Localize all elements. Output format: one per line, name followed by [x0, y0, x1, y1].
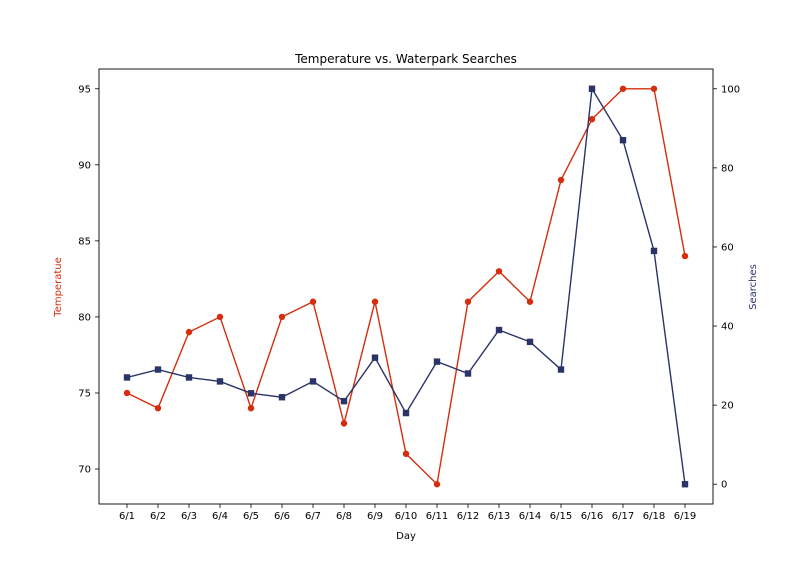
- y-axis-right-title: Searches: [748, 264, 759, 310]
- temperature-point: [247, 404, 255, 412]
- y-right-tick-label: 100: [721, 84, 740, 95]
- temperature-point: [371, 298, 379, 305]
- temperature-point: [185, 328, 193, 336]
- searches-point: [123, 374, 131, 381]
- searches-point: [247, 390, 255, 397]
- temperature-point: [154, 404, 162, 412]
- x-tick-label: 6/7: [305, 511, 321, 522]
- searches-point: [588, 85, 596, 92]
- temperature-point: [557, 176, 565, 184]
- x-tick-label: 6/17: [612, 511, 634, 522]
- x-tick-label: 6/13: [488, 511, 510, 522]
- plot-area: 6/1 6/2 6/3 6/4 6/5 6/6 6/7 6/8 6/9 6/10 6/11 6/12 6…: [78, 68, 740, 522]
- searches-point: [402, 409, 410, 417]
- y-left-tick-label: 85: [78, 236, 91, 247]
- x-tick-label: 6/15: [550, 511, 572, 522]
- temperature-point: [433, 481, 441, 488]
- temperature-point: [278, 313, 286, 321]
- searches-point: [216, 378, 224, 385]
- temperature-point: [309, 298, 317, 305]
- plot-frame: [98, 68, 714, 505]
- x-tick-label: 6/16: [581, 511, 603, 522]
- temperature-point: [464, 298, 472, 305]
- x-tick-label: 6/11: [426, 511, 448, 522]
- temperature-point: [526, 298, 534, 305]
- x-tick-label: 6/9: [367, 511, 383, 522]
- y-right-tick-label: 60: [721, 242, 734, 253]
- searches-point: [464, 370, 472, 377]
- y-right-tick-label: 20: [721, 401, 734, 412]
- searches-point: [185, 374, 193, 381]
- x-axis-title: Day: [396, 531, 416, 542]
- x-tick-label: 6/4: [212, 511, 228, 522]
- searches-point: [154, 366, 162, 373]
- x-tick-label: 6/12: [457, 511, 479, 522]
- searches-point: [557, 366, 565, 373]
- temperature-point: [495, 268, 503, 275]
- y-right-tick-label: 40: [721, 322, 734, 333]
- searches-point: [371, 354, 379, 361]
- y-right-tick-label: 80: [721, 163, 734, 174]
- x-tick-label: 6/14: [519, 511, 541, 522]
- temperature-point: [588, 115, 596, 123]
- x-tick-label: 6/10: [395, 511, 417, 522]
- y-left-tick-label: 70: [78, 465, 91, 476]
- searches-point: [433, 358, 441, 365]
- y-left-tick-label: 95: [78, 84, 91, 95]
- x-tick-label: 6/3: [181, 511, 197, 522]
- temperature-point: [681, 252, 689, 260]
- temperature-point: [402, 450, 410, 458]
- searches-point: [340, 397, 348, 405]
- temperature-point: [340, 420, 348, 427]
- x-tick-label: 6/1: [119, 511, 135, 522]
- searches-point: [309, 378, 317, 385]
- y-axis-left-title: Temperatue: [53, 257, 64, 317]
- temperature-point: [650, 85, 658, 92]
- searches-point: [650, 247, 658, 255]
- searches-point: [619, 136, 627, 144]
- temperature-point: [123, 389, 131, 397]
- searches-point: [681, 481, 689, 488]
- chart-title: Temperature vs. Waterpark Searches: [294, 52, 517, 66]
- y-left-tick-label: 75: [78, 388, 91, 399]
- x-tick-label: 6/8: [336, 511, 352, 522]
- searches-point: [278, 394, 286, 401]
- searches-point: [495, 326, 503, 334]
- y-left-tick-label: 80: [78, 312, 91, 323]
- x-tick-label: 6/5: [243, 511, 259, 522]
- series-line-searches: [126, 86, 686, 485]
- y-left-tick-label: 90: [78, 160, 91, 171]
- x-tick-label: 6/2: [150, 511, 166, 522]
- x-tick-label: 6/6: [274, 511, 290, 522]
- series-line-temperature: [126, 88, 686, 486]
- y-right-tick-label: 0: [721, 480, 727, 491]
- temperature-point: [216, 313, 224, 321]
- x-tick-label: 6/18: [643, 511, 665, 522]
- temperature-point: [619, 85, 627, 92]
- searches-point: [526, 338, 534, 346]
- x-tick-label: 6/19: [674, 511, 696, 522]
